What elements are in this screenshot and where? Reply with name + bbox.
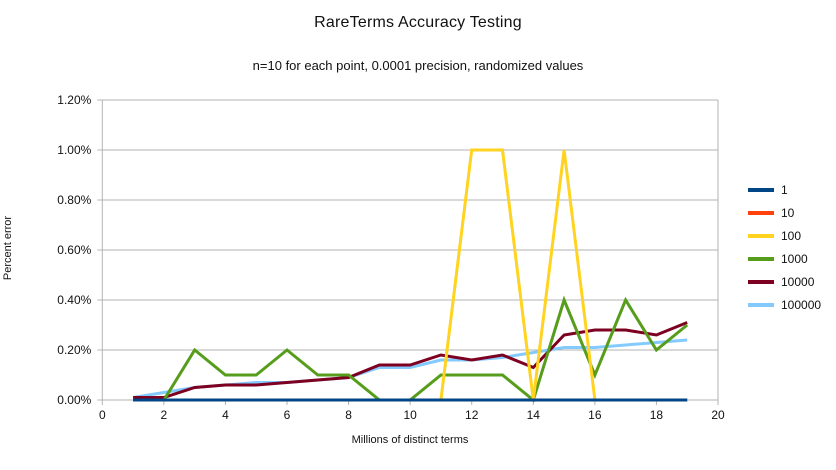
series-line-100: [133, 148, 688, 402]
chart-title: RareTerms Accuracy Testing: [314, 14, 522, 31]
legend-swatch-10000: [748, 279, 774, 284]
x-tick-label: 2: [161, 408, 168, 422]
legend-label: 1000: [781, 251, 808, 266]
x-tick-label: 0: [99, 408, 106, 422]
legend-label: 10000: [781, 274, 815, 289]
legend-swatch-100: [748, 233, 774, 238]
legend-swatch-1: [748, 187, 774, 192]
y-tick-label: 0.00%: [57, 393, 91, 407]
legend-item-100000: 100000: [748, 293, 821, 316]
legend-item-1: 1: [748, 178, 821, 201]
legend-swatch-1000: [748, 256, 774, 261]
x-tick-labels: 0 2 4 6 8 10 12 14 16 18 20: [99, 408, 725, 422]
y-tick-label: 0.60%: [57, 243, 91, 257]
legend-swatch-100000: [748, 302, 774, 307]
legend: 1 10 100 1000 10000 100000: [748, 178, 821, 316]
chart-subtitle: n=10 for each point, 0.0001 precision, r…: [252, 58, 584, 73]
y-tick-label: 1.00%: [57, 143, 91, 157]
legend-item-100: 100: [748, 224, 821, 247]
x-tick-label: 4: [222, 408, 229, 422]
y-tick-labels: 0.00% 0.20% 0.40% 0.60% 0.80% 1.00% 1.20%: [57, 93, 91, 407]
x-tick-label: 6: [284, 408, 291, 422]
legend-label: 100000: [781, 297, 822, 312]
legend-item-10: 10: [748, 201, 821, 224]
legend-item-1000: 1000: [748, 247, 821, 270]
x-tick-label: 10: [403, 408, 417, 422]
series-line-10000: [133, 321, 688, 399]
x-axis-title: Millions of distinct terms: [351, 434, 469, 446]
x-tick-label: 20: [711, 408, 725, 422]
y-tick-label: 0.80%: [57, 193, 91, 207]
axes: [101, 100, 719, 405]
legend-label: 10: [781, 205, 795, 220]
legend-item-10000: 10000: [748, 270, 821, 293]
x-tick-label: 16: [588, 408, 602, 422]
legend-swatch-10: [748, 210, 774, 215]
x-tick-label: 8: [345, 408, 352, 422]
y-tick-label: 1.20%: [57, 93, 91, 107]
legend-label: 100: [781, 228, 802, 243]
x-tick-label: 14: [527, 408, 541, 422]
legend-label: 1: [781, 182, 788, 197]
y-tick-label: 0.20%: [57, 343, 91, 357]
y-tick-label: 0.40%: [57, 293, 91, 307]
series-lines: [132, 148, 689, 403]
x-tick-label: 12: [465, 408, 479, 422]
x-tick-label: 18: [650, 408, 664, 422]
